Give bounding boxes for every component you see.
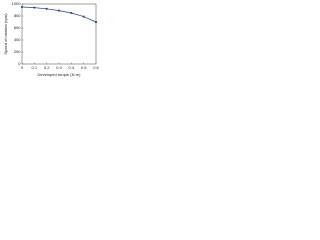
point	[82, 15, 85, 18]
plot-frame	[21, 3, 97, 65]
x-tick-label: 0.5	[81, 65, 87, 70]
x-tick-label: 0.1	[32, 65, 38, 70]
point	[70, 12, 73, 14]
y-tick-label: 0	[18, 61, 21, 66]
page: Developed torque (N·m) Speed of rotation…	[0, 0, 320, 80]
x-tick-label: 0.3	[56, 65, 62, 70]
chart: Developed torque (N·m) Speed of rotation…	[3, 1, 99, 77]
y-tick-label: 800	[14, 13, 21, 18]
y-axis-label: Speed of rotation (rpm)	[3, 13, 8, 55]
point	[95, 21, 97, 23]
x-tick-label: 0.2	[44, 65, 50, 70]
point	[21, 6, 23, 8]
y-tick-label: 1000	[12, 1, 22, 6]
x-axis-label: Developed torque (N·m)	[38, 72, 82, 77]
x-tick-label: 0	[21, 65, 24, 70]
point	[45, 7, 48, 10]
line	[21, 6, 97, 23]
y-tick-label: 200	[14, 49, 21, 54]
point	[58, 9, 60, 12]
x-tick-label: 0.4	[69, 65, 75, 70]
y-tick-label: 400	[14, 37, 21, 42]
point	[33, 6, 36, 9]
x-tick-label: 0.6	[93, 65, 99, 70]
y-tick-label: 600	[14, 25, 21, 30]
